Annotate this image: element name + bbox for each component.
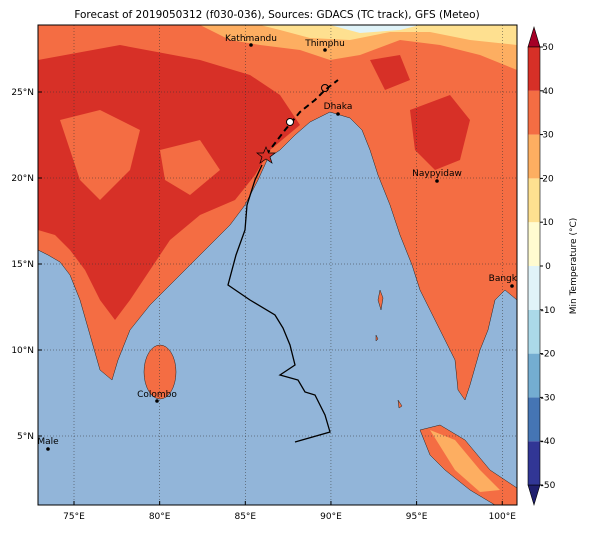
x-tick-label: 95°E [406, 512, 428, 522]
x-tick-label: 75°E [63, 512, 85, 522]
colorbar: -50 -40 -30 -20 -10 0 10 20 30 40 50 [527, 25, 556, 507]
colorbar-tick-label: 30 [542, 131, 554, 141]
city-dot [435, 179, 439, 183]
warm-region [370, 55, 470, 170]
city-dot [155, 399, 159, 403]
y-tick-label: 25°N [11, 88, 34, 98]
colorbar-tick-label: -20 [541, 350, 556, 360]
region [430, 430, 500, 492]
city-label: Thimphu [304, 39, 345, 49]
colorbar-segment [528, 309, 540, 354]
colorbar-tick-label: 50 [542, 43, 554, 53]
colorbar-segment [528, 441, 540, 485]
colorbar-tick-label: 40 [542, 87, 554, 97]
colorbar-tick-label: 0 [545, 262, 551, 272]
y-tick-label: 20°N [11, 174, 34, 184]
land [143, 344, 177, 400]
cool-region [200, 25, 517, 70]
track-point [321, 84, 329, 92]
tc-forecast-track [265, 79, 339, 156]
city-dot [249, 43, 253, 47]
city-label: Kathmandu [225, 34, 277, 44]
city-label: Bangkok [489, 274, 529, 284]
city-dot [323, 48, 327, 52]
city-label: Colombo [137, 390, 177, 400]
region [60, 110, 220, 200]
city-dot [510, 284, 514, 288]
colorbar-segment [528, 178, 540, 223]
y-tick-label: 10°N [11, 346, 34, 356]
colorbar-segment [528, 353, 540, 398]
colorbar-segment [528, 222, 540, 266]
colorbar-tick-label: 20 [542, 174, 554, 184]
city-label: Dhaka [324, 102, 353, 112]
map-title: Forecast of 2019050312 (f030-036), Sourc… [74, 9, 479, 21]
cold-region [330, 25, 420, 33]
track-point [286, 118, 294, 126]
colorbar-segment [528, 47, 540, 91]
city-label: Male [37, 437, 59, 447]
colorbar-segment [528, 397, 540, 442]
map-area: Kathmandu Thimphu Dhaka Naypyidaw Bangko… [37, 25, 529, 505]
y-tick-label: 15°N [11, 260, 34, 270]
colorbar-tick-label: -50 [541, 481, 556, 491]
colorbar-extend-max [527, 25, 541, 48]
city-dot [46, 447, 50, 451]
colorbar-segment [528, 134, 540, 179]
cities: Kathmandu Thimphu Dhaka Naypyidaw Bangko… [37, 34, 529, 451]
graticule [38, 25, 517, 505]
colorbar-label: Min Temperature (°C) [569, 218, 579, 315]
cold-region [260, 25, 517, 45]
colorbar-segment [528, 266, 540, 310]
map-frame [37, 24, 518, 506]
colorbar-tick-label: -30 [541, 393, 556, 403]
x-tick-label: 90°E [320, 512, 342, 522]
colorbar-segment [528, 90, 540, 135]
islands [375, 289, 403, 409]
tc-position [256, 146, 276, 164]
colorbar-tick-label: 10 [542, 218, 554, 228]
colorbar-tick-label: -40 [541, 437, 556, 447]
colorbar-tick-label: -10 [541, 306, 556, 316]
x-tick-label: 100°E [489, 512, 517, 522]
colorbar-extend-min [527, 484, 541, 507]
x-tick-label: 85°E [234, 512, 256, 522]
city-dot [336, 112, 340, 116]
tc-track [227, 164, 331, 443]
x-tick-label: 80°E [149, 512, 171, 522]
city-label: Naypyidaw [412, 169, 462, 179]
y-tick-label: 5°N [17, 432, 34, 442]
